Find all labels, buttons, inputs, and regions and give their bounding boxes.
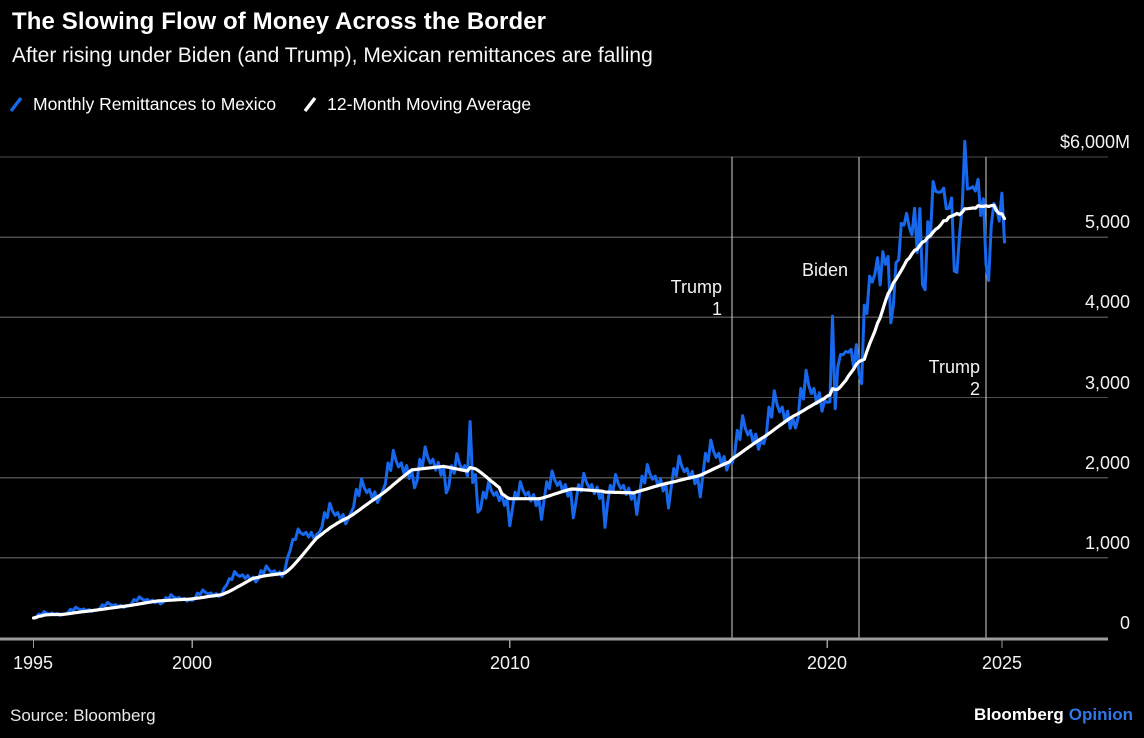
page-title: The Slowing Flow of Money Across the Bor… — [12, 8, 547, 35]
y-axis-label: 2,000 — [1084, 453, 1130, 473]
annotation-biden: Biden — [801, 260, 848, 280]
moving-average-line — [31, 203, 1007, 620]
annotation-trump-2: Trump 2 — [928, 357, 980, 399]
brand-bloomberg: Bloomberg — [974, 705, 1064, 724]
x-axis-label: 2020 — [806, 653, 848, 673]
legend-item-monthly-remittances: Monthly Remittances to Mexico — [8, 94, 276, 115]
monthly-remittances-line — [32, 139, 1006, 620]
y-axis-label: 0 — [1119, 613, 1130, 633]
x-axis-label: 1995 — [12, 653, 54, 673]
y-axis-label: $6,000M — [1059, 132, 1130, 152]
y-axis-label: 4,000 — [1084, 292, 1130, 312]
y-axis-label: 1,000 — [1084, 533, 1130, 553]
chart-legend: Monthly Remittances to Mexico 12-Month M… — [8, 94, 531, 115]
bloomberg-opinion-logo: Bloomberg Opinion — [974, 705, 1133, 725]
annotation-trump-1: Trump 1 — [670, 277, 722, 319]
y-axis-label: 3,000 — [1084, 373, 1130, 393]
brand-opinion: Opinion — [1068, 705, 1133, 724]
legend-label-moving-average: 12-Month Moving Average — [327, 94, 532, 114]
x-axis-label: 2010 — [489, 653, 531, 673]
x-axis-label: 2000 — [171, 653, 213, 673]
page-subtitle: After rising under Biden (and Trump), Me… — [12, 44, 653, 67]
blue-slash-icon — [9, 96, 23, 113]
legend-item-moving-average: 12-Month Moving Average — [302, 94, 531, 115]
x-axis-label: 2025 — [981, 653, 1023, 673]
source-note: Source: Bloomberg — [10, 706, 156, 725]
white-slash-icon — [303, 96, 317, 113]
y-axis-label: 5,000 — [1084, 212, 1130, 232]
legend-label-monthly: Monthly Remittances to Mexico — [33, 94, 277, 114]
